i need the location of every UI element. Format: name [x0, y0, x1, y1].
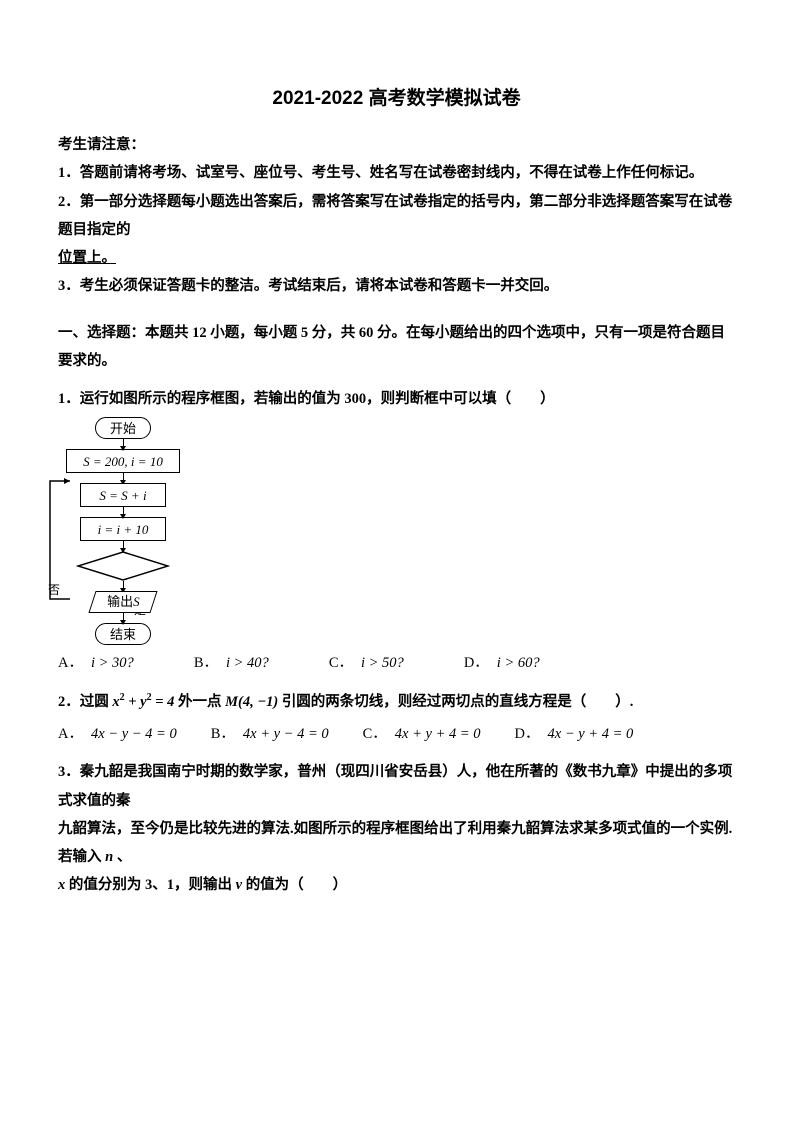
q1-options: A．i > 30? B．i > 40? C．i > 50? D．i > 60? — [58, 649, 735, 677]
fc-end: 结束 — [95, 623, 151, 645]
instructions-heading: 考生请注意： — [58, 131, 735, 159]
fc-output: 输出S — [92, 591, 154, 613]
q2-options: A．4x − y − 4 = 0 B．4x + y − 4 = 0 C．4x +… — [58, 720, 735, 748]
q2-text: 2．过圆 x2 + y2 = 4 外一点 M(4, −1) 引圆的两条切线，则经… — [58, 688, 735, 716]
instruction-3: 3．考生必须保证答题卡的整洁。考试结束后，请将本试卷和答题卡一并交回。 — [58, 272, 735, 300]
fc-step2: i = i + 10 — [80, 517, 166, 541]
fc-decision — [76, 551, 170, 581]
instruction-2b: 位置上。 — [58, 244, 735, 272]
instruction-2a: 2．第一部分选择题每小题选出答案后，需将答案写在试卷指定的括号内，第二部分非选择… — [58, 188, 735, 245]
fc-no-label: 否 — [48, 579, 60, 602]
page-title: 2021-2022 高考数学模拟试卷 — [58, 80, 735, 117]
fc-init: S = 200, i = 10 — [66, 449, 180, 473]
instruction-1: 1．答题前请将考场、试室号、座位号、考生号、姓名写在试卷密封线内，不得在试卷上作… — [58, 159, 735, 187]
section-1-heading: 一、选择题：本题共 12 小题，每小题 5 分，共 60 分。在每小题给出的四个… — [58, 319, 735, 376]
question-1: 1．运行如图所示的程序框图，若输出的值为 300，则判断框中可以填（ ） 开始 … — [58, 385, 735, 678]
exam-page: 2021-2022 高考数学模拟试卷 考生请注意： 1．答题前请将考场、试室号、… — [0, 0, 793, 1122]
fc-step1: S = S + i — [80, 483, 166, 507]
q3-line1: 3．秦九韶是我国南宁时期的数学家，普州（现四川省安岳县）人，他在所著的《数书九章… — [58, 758, 735, 815]
q1-opt-a: A．i > 30? — [58, 649, 134, 677]
q3-line2: 九韶算法，至今仍是比较先进的算法.如图所示的程序框图给出了利用秦九韶算法求某多项… — [58, 815, 735, 872]
question-3: 3．秦九韶是我国南宁时期的数学家，普州（现四川省安岳县）人，他在所著的《数书九章… — [58, 758, 735, 899]
q2-opt-d: D．4x − y + 4 = 0 — [515, 720, 634, 748]
q2-opt-b: B．4x + y − 4 = 0 — [211, 720, 329, 748]
fc-start: 开始 — [95, 417, 151, 439]
q1-opt-c: C．i > 50? — [329, 649, 404, 677]
question-2: 2．过圆 x2 + y2 = 4 外一点 M(4, −1) 引圆的两条切线，则经… — [58, 688, 735, 749]
q1-text: 1．运行如图所示的程序框图，若输出的值为 300，则判断框中可以填（ ） — [58, 385, 735, 413]
q3-line3: x 的值分别为 3、1，则输出 v 的值为（ ） — [58, 871, 735, 899]
q2-opt-c: C．4x + y + 4 = 0 — [363, 720, 481, 748]
q1-flowchart: 开始 S = 200, i = 10 S = S + i i = i + 10 … — [58, 417, 188, 645]
q2-opt-a: A．4x − y − 4 = 0 — [58, 720, 177, 748]
q1-opt-d: D．i > 60? — [464, 649, 540, 677]
instructions-block: 考生请注意： 1．答题前请将考场、试室号、座位号、考生号、姓名写在试卷密封线内，… — [58, 131, 735, 301]
q1-opt-b: B．i > 40? — [194, 649, 269, 677]
